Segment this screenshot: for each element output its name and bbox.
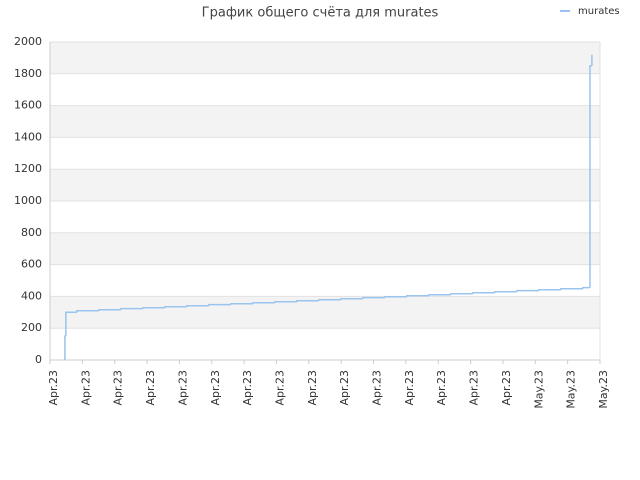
x-tick-label: Apr.23	[209, 370, 222, 406]
x-tick-label: Apr.23	[112, 370, 125, 406]
y-tick-label: 2000	[14, 35, 42, 48]
x-tick-label: Apr.23	[273, 370, 286, 406]
y-tick-label: 800	[21, 226, 42, 239]
line-segment	[340, 298, 363, 300]
y-tick-label: 1000	[14, 194, 42, 207]
grid-band	[50, 232, 600, 265]
x-tick-label: Apr.23	[403, 370, 416, 406]
line-segment	[450, 292, 473, 295]
x-tick-label: Apr.23	[176, 370, 189, 406]
line-segment	[76, 309, 99, 313]
x-tick-label: May.23	[597, 370, 610, 409]
x-tick-label: Apr.23	[435, 370, 448, 406]
line-segment	[64, 335, 66, 360]
line-segment	[164, 305, 187, 308]
line-segment	[384, 295, 407, 298]
x-tick-label: Apr.23	[306, 370, 319, 406]
y-tick-label: 1600	[14, 99, 42, 112]
line-segment	[516, 289, 539, 292]
line-segment	[186, 305, 209, 307]
line-segment	[65, 311, 77, 337]
line-segment	[296, 299, 319, 302]
grid-band	[50, 42, 600, 74]
line-segment	[318, 298, 341, 301]
x-tick-label: May.23	[532, 370, 545, 409]
line-segment	[98, 309, 121, 311]
grid-band	[50, 169, 600, 201]
line-segment	[428, 294, 451, 296]
legend-label: murates	[578, 6, 620, 17]
line-segment	[560, 288, 583, 290]
line-segment	[362, 296, 385, 299]
y-tick-label: 0	[35, 353, 42, 366]
x-tick-label: May.23	[565, 370, 578, 409]
x-tick-label: Apr.23	[47, 370, 60, 406]
line-segment	[494, 291, 517, 293]
x-tick-label: Apr.23	[371, 370, 384, 406]
line-segment	[274, 301, 297, 303]
line-segment	[538, 288, 561, 291]
chart-title: График общего счёта для murates	[202, 6, 439, 21]
y-tick-label: 1200	[14, 162, 42, 175]
x-tick-label: Apr.23	[144, 370, 157, 406]
line-segment	[406, 295, 429, 297]
y-tick-label: 200	[21, 321, 42, 334]
line-segment	[208, 303, 231, 306]
y-tick-label: 400	[21, 289, 42, 302]
line-segment	[142, 306, 165, 309]
line-segment	[230, 302, 253, 305]
y-tick-label: 1800	[14, 67, 42, 80]
grid-band	[50, 296, 600, 329]
y-tick-label: 1400	[14, 130, 42, 143]
y-tick-label: 600	[21, 258, 42, 271]
x-tick-label: Apr.23	[468, 370, 481, 406]
x-tick-label: Apr.23	[338, 370, 351, 406]
grid-band	[50, 105, 600, 138]
x-tick-label: Apr.23	[79, 370, 92, 406]
line-segment	[582, 286, 590, 289]
x-tick-label: Apr.23	[241, 370, 254, 406]
line-segment	[120, 307, 143, 310]
x-tick-label: Apr.23	[500, 370, 513, 406]
line-segment	[252, 302, 275, 304]
line-segment	[472, 291, 495, 294]
